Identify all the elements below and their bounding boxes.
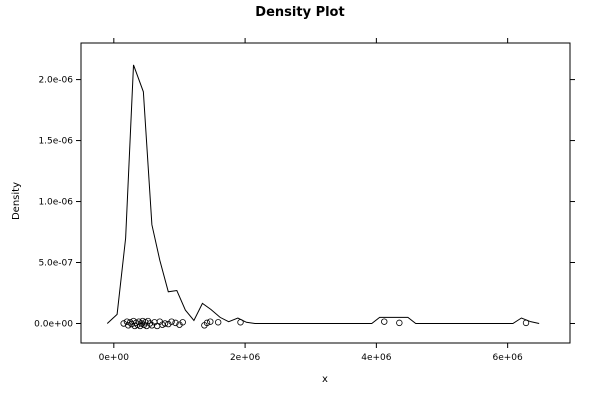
x-axis: 0e+00 2e+06 4e+06 6e+06	[99, 38, 523, 363]
rug-point	[203, 319, 211, 327]
rug-point	[237, 319, 244, 326]
plot-frame	[80, 42, 571, 344]
chart-title: Density Plot	[255, 5, 344, 20]
density-line-0	[106, 64, 540, 324]
rug-point	[522, 319, 530, 327]
y-tick-label-1: 5.0e-07	[38, 259, 73, 269]
rug-point	[179, 319, 186, 326]
density-series	[106, 64, 540, 324]
rug-point	[146, 320, 154, 327]
rug-point	[396, 319, 403, 327]
x-tick-label-3: 6e+06	[493, 353, 524, 363]
rug-point	[214, 319, 222, 326]
rug-points	[120, 317, 530, 330]
rug-point	[161, 320, 169, 327]
y-tick-label-0: 0.0e+00	[34, 319, 73, 329]
x-tick-label-1: 2e+06	[230, 353, 261, 363]
rug-point	[168, 318, 175, 325]
y-tick-label-2: 1.0e-06	[38, 198, 73, 208]
y-axis: 0.0e+00 5.0e-07 1.0e-06 1.5e-06 2.0e-06	[34, 76, 575, 329]
rug-point	[207, 318, 214, 325]
rug-point	[172, 319, 179, 327]
x-axis-label: x	[322, 374, 328, 385]
x-tick-label-2: 4e+06	[361, 353, 392, 363]
rug-point	[381, 318, 388, 325]
x-tick-label-0: 0e+00	[99, 353, 130, 363]
y-tick-label-4: 2.0e-06	[38, 76, 73, 86]
y-axis-label: Density	[11, 182, 22, 220]
y-tick-label-3: 1.5e-06	[38, 137, 73, 147]
